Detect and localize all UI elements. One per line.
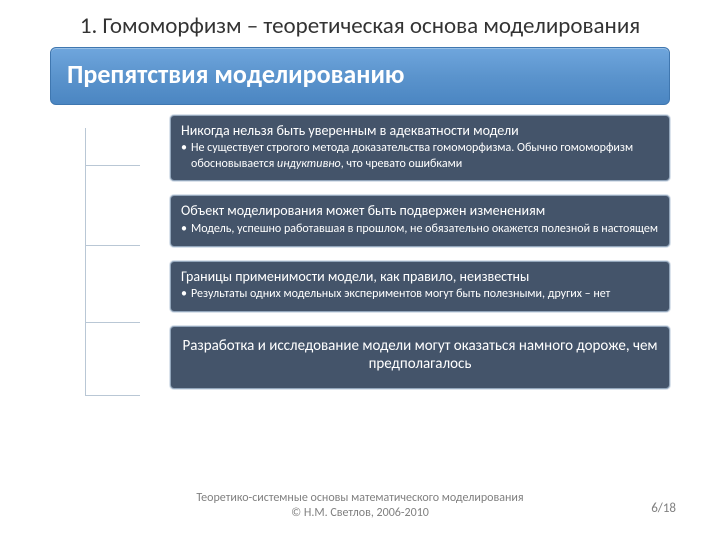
bullet-text-em: индуктивно bbox=[277, 157, 341, 171]
obstacle-box-1: Никогда нельзя быть уверенным в адекватн… bbox=[170, 115, 670, 182]
obstacle-box-2: Объект моделирования может быть подверже… bbox=[170, 195, 670, 246]
box-bullet: Результаты одних модельных экспериментов… bbox=[181, 287, 659, 303]
box-heading-centered: Разработка и исследование модели могут о… bbox=[181, 333, 659, 379]
obstacle-box-4: Разработка и исследование модели могут о… bbox=[170, 326, 670, 390]
boxes-stack: Никогда нельзя быть уверенным в адекватн… bbox=[170, 115, 670, 389]
box-bullet: Модель, успешно работавшая в прошлом, не… bbox=[181, 222, 659, 238]
page-number: 6/18 bbox=[651, 501, 676, 516]
obstacle-box-3: Границы применимости модели, как правило… bbox=[170, 261, 670, 312]
slide: 1. Гомоморфизм – теоретическая основа мо… bbox=[0, 0, 720, 540]
box-heading: Никогда нельзя быть уверенным в адекватн… bbox=[181, 122, 659, 140]
slide-footer: Теоретико-системные основы математическо… bbox=[0, 491, 720, 522]
obstacles-banner: Препятствия моделированию bbox=[50, 47, 670, 105]
bullet-text-post: , что чревато ошибками bbox=[341, 157, 463, 171]
connector-4 bbox=[85, 128, 140, 396]
footer-line-1: Теоретико-системные основы математическо… bbox=[0, 491, 720, 507]
box-heading: Границы применимости модели, как правило… bbox=[181, 268, 659, 286]
slide-title: 1. Гомоморфизм – теоретическая основа мо… bbox=[30, 12, 690, 41]
footer-line-2: © Н.М. Светлов, 2006-2010 bbox=[0, 506, 720, 522]
box-heading: Объект моделирования может быть подверже… bbox=[181, 202, 659, 220]
box-bullet: Не существует строгого метода доказатель… bbox=[181, 141, 659, 172]
